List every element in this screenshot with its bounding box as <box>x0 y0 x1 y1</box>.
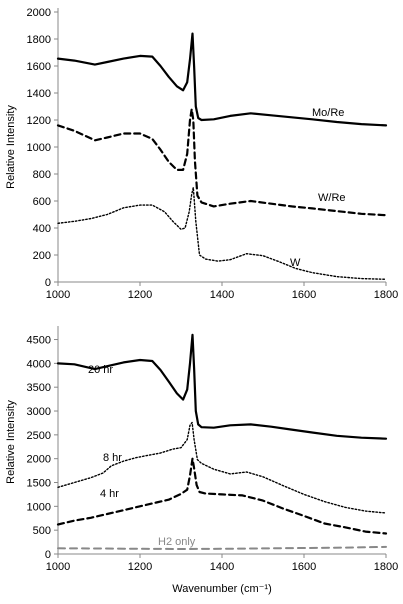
chart1-x-tick-label: 1200 <box>128 289 152 301</box>
chart1-series-line-mo-re <box>56 32 388 127</box>
chart2-x-tick-label: 1000 <box>46 561 70 573</box>
chart2-y-tick-label: 4000 <box>27 358 51 370</box>
chart1-y-tick-label: 1800 <box>27 34 51 46</box>
chart1-x-tick-label: 1400 <box>210 289 234 301</box>
chart2-y-tick-label: 3500 <box>27 382 51 394</box>
chart1-x-tick-label: 1000 <box>46 289 70 301</box>
chart1-y-tick-label: 1400 <box>27 88 51 100</box>
chart2-series-annotation: 20 hr <box>88 364 113 376</box>
chart1-y-axis-label: Relative Intensity <box>5 105 17 189</box>
chart1-y-tick-label: 0 <box>45 277 51 289</box>
chart2-x-tick-label: 1800 <box>374 561 398 573</box>
chart1-series-annotation: W <box>290 257 301 269</box>
chart2-y-tick-label: 1500 <box>27 478 51 490</box>
chart2-series-line-20-hr <box>56 333 388 440</box>
chart1-y-tick-label: 600 <box>33 196 51 208</box>
chart2-series-line-h2-only <box>57 545 387 550</box>
chart1-series-line-w <box>57 186 387 280</box>
chart2-y-tick-label: 4500 <box>27 335 51 347</box>
chart2-y-tick-label: 2000 <box>27 454 51 466</box>
chart2-y-tick-label: 0 <box>45 549 51 561</box>
chart2-y-tick-label: 500 <box>33 525 51 537</box>
chart1-y-tick-label: 1600 <box>27 61 51 73</box>
chart1-y-tick-label: 2000 <box>27 7 51 19</box>
chart1-y-tick-label: 800 <box>33 169 51 181</box>
chart2-x-tick-label: 1200 <box>128 561 152 573</box>
chart2-series-annotation: 8 hr <box>103 452 122 464</box>
chart2-series-line-8-hr <box>57 421 387 514</box>
chart1-series-line-w-re <box>56 108 388 217</box>
chart2-series-annotation: 4 hr <box>100 488 119 500</box>
chart2-y-tick-label: 1000 <box>27 501 51 513</box>
chart2-y-tick-label: 2500 <box>27 430 51 442</box>
chart2-y-axis-label: Relative Intensity <box>5 400 17 484</box>
chart2-x-axis-label: Wavenumber (cm⁻¹) <box>172 583 272 595</box>
chart2-x-tick-label: 1400 <box>210 561 234 573</box>
chart1-x-tick-label: 1600 <box>292 289 316 301</box>
chart1-y-tick-label: 200 <box>33 250 51 262</box>
chart2-series-line-4-hr <box>56 457 388 535</box>
chart1-x-tick-label: 1800 <box>374 289 398 301</box>
chart1-y-tick-label: 1000 <box>27 142 51 154</box>
chart1-y-tick-label: 400 <box>33 223 51 235</box>
chart1-series-annotation: W/Re <box>318 192 346 204</box>
chart2-y-tick-label: 3000 <box>27 406 51 418</box>
chart2-series-annotation: H2 only <box>158 536 196 548</box>
chart1-series-annotation: Mo/Re <box>312 107 344 119</box>
chart2-x-tick-label: 1600 <box>292 561 316 573</box>
chart1-y-tick-label: 1200 <box>27 115 51 127</box>
